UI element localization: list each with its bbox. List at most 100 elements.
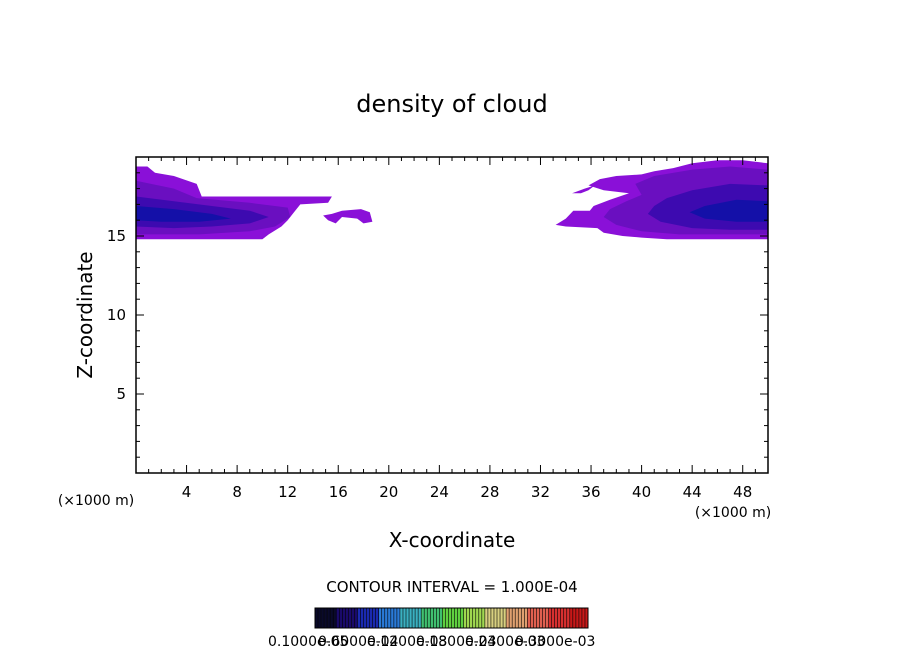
colorbar-swatch — [409, 608, 413, 628]
colorbar-swatch — [336, 608, 340, 628]
colorbar-swatch — [418, 608, 422, 628]
x-tick-label: 28 — [480, 483, 499, 501]
colorbar-swatch — [399, 608, 403, 628]
colorbar-swatch — [530, 608, 534, 628]
y-tick-label: 15 — [107, 227, 126, 245]
colorbar-swatch — [463, 608, 467, 628]
colorbar-swatch — [339, 608, 343, 628]
colorbar-swatch — [315, 608, 319, 628]
colorbar-swatch — [554, 608, 558, 628]
y-tick-labels: 5 10 15 — [107, 227, 126, 403]
axis-ticks — [136, 157, 768, 473]
colorbar-swatch — [506, 608, 510, 628]
colorbar-swatch — [509, 608, 513, 628]
colorbar-swatch — [581, 608, 585, 628]
y-axis-label: Z-coordinate — [73, 251, 97, 378]
colorbar-swatch — [460, 608, 464, 628]
colorbar-swatch — [439, 608, 443, 628]
colorbar-swatch — [363, 608, 367, 628]
colorbar-swatch — [566, 608, 570, 628]
colorbar-swatch — [457, 608, 461, 628]
colorbar-swatch — [442, 608, 446, 628]
colorbar-swatch — [478, 608, 482, 628]
colorbar-swatch — [454, 608, 458, 628]
colorbar-swatch — [396, 608, 400, 628]
colorbar-swatch — [487, 608, 491, 628]
contour-interval-label: CONTOUR INTERVAL = 1.000E-04 — [326, 578, 577, 596]
colorbar-swatch — [481, 608, 485, 628]
x-tick-labels: 4 8 12 16 20 24 28 32 36 40 44 48 — [182, 483, 752, 501]
colorbar-swatch — [527, 608, 531, 628]
colorbar-swatch — [318, 608, 322, 628]
x-tick-label: 16 — [329, 483, 348, 501]
colorbar-swatch — [448, 608, 452, 628]
colorbar-label: 0.1000e-05 — [268, 634, 348, 650]
colorbar-swatch — [402, 608, 406, 628]
colorbar-swatch — [345, 608, 349, 628]
x-tick-label: 4 — [182, 483, 192, 501]
colorbar-label: 0.2400e-03 — [465, 634, 545, 650]
colorbar-swatch — [533, 608, 537, 628]
colorbar-label: 0.6000e-04 — [318, 634, 399, 650]
colorbar-swatch — [542, 608, 546, 628]
x-tick-label: 8 — [232, 483, 242, 501]
colorbar-label: 0.3000e-03 — [515, 634, 595, 650]
colorbar-swatch — [512, 608, 516, 628]
colorbar-swatch — [521, 608, 525, 628]
colorbar-swatch — [321, 608, 325, 628]
y-tick-label: 10 — [107, 306, 126, 324]
colorbar-swatch — [475, 608, 479, 628]
colorbar-swatch — [518, 608, 522, 628]
colorbar-swatch — [369, 608, 373, 628]
colorbar-swatch — [539, 608, 543, 628]
colorbar-swatch — [497, 608, 501, 628]
colorbar-swatch — [500, 608, 504, 628]
colorbar-swatch — [584, 608, 588, 628]
colorbar-swatch — [393, 608, 397, 628]
colorbar-swatch — [433, 608, 437, 628]
colorbar-frame — [314, 607, 589, 629]
colorbar-swatch — [451, 608, 455, 628]
colorbar-swatch — [524, 608, 528, 628]
colorbar-swatch — [330, 608, 334, 628]
colorbar-swatch — [424, 608, 428, 628]
colorbar-swatch — [469, 608, 473, 628]
colorbar-labels: 0.1000e-050.6000e-040.1200e-030.1800e-03… — [268, 634, 595, 650]
x-unit-left: (×1000 m) — [58, 493, 134, 509]
colorbar-swatch — [493, 608, 497, 628]
x-tick-label: 36 — [581, 483, 600, 501]
x-tick-label: 20 — [379, 483, 398, 501]
colorbar-swatch — [427, 608, 431, 628]
x-tick-label: 48 — [733, 483, 752, 501]
colorbar — [314, 608, 588, 628]
colorbar-swatch — [569, 608, 573, 628]
colorbar-swatch — [342, 608, 346, 628]
colorbar-swatch — [536, 608, 540, 628]
colorbar-swatch — [390, 608, 394, 628]
colorbar-swatch — [384, 608, 388, 628]
colorbar-swatch — [366, 608, 370, 628]
colorbar-swatch — [348, 608, 352, 628]
contour-region-8 — [689, 199, 768, 222]
contour-region-4 — [323, 209, 373, 224]
x-tick-label: 12 — [278, 483, 297, 501]
colorbar-swatch — [503, 608, 507, 628]
colorbar-swatch — [381, 608, 385, 628]
colorbar-swatch — [466, 608, 470, 628]
colorbar-swatch — [572, 608, 576, 628]
chart-title: density of cloud — [356, 90, 547, 118]
colorbar-swatch — [575, 608, 579, 628]
colorbar-swatch — [560, 608, 564, 628]
colorbar-swatch — [351, 608, 355, 628]
contour-region-9 — [572, 185, 595, 194]
x-unit-right: (×1000 m) — [695, 505, 771, 521]
colorbar-swatch — [548, 608, 552, 628]
contour-region-3 — [136, 206, 231, 222]
colorbar-swatch — [545, 608, 549, 628]
colorbar-swatch — [430, 608, 434, 628]
colorbar-swatch — [378, 608, 382, 628]
colorbar-swatch — [445, 608, 449, 628]
colorbar-swatch — [578, 608, 582, 628]
colorbar-swatch — [472, 608, 476, 628]
